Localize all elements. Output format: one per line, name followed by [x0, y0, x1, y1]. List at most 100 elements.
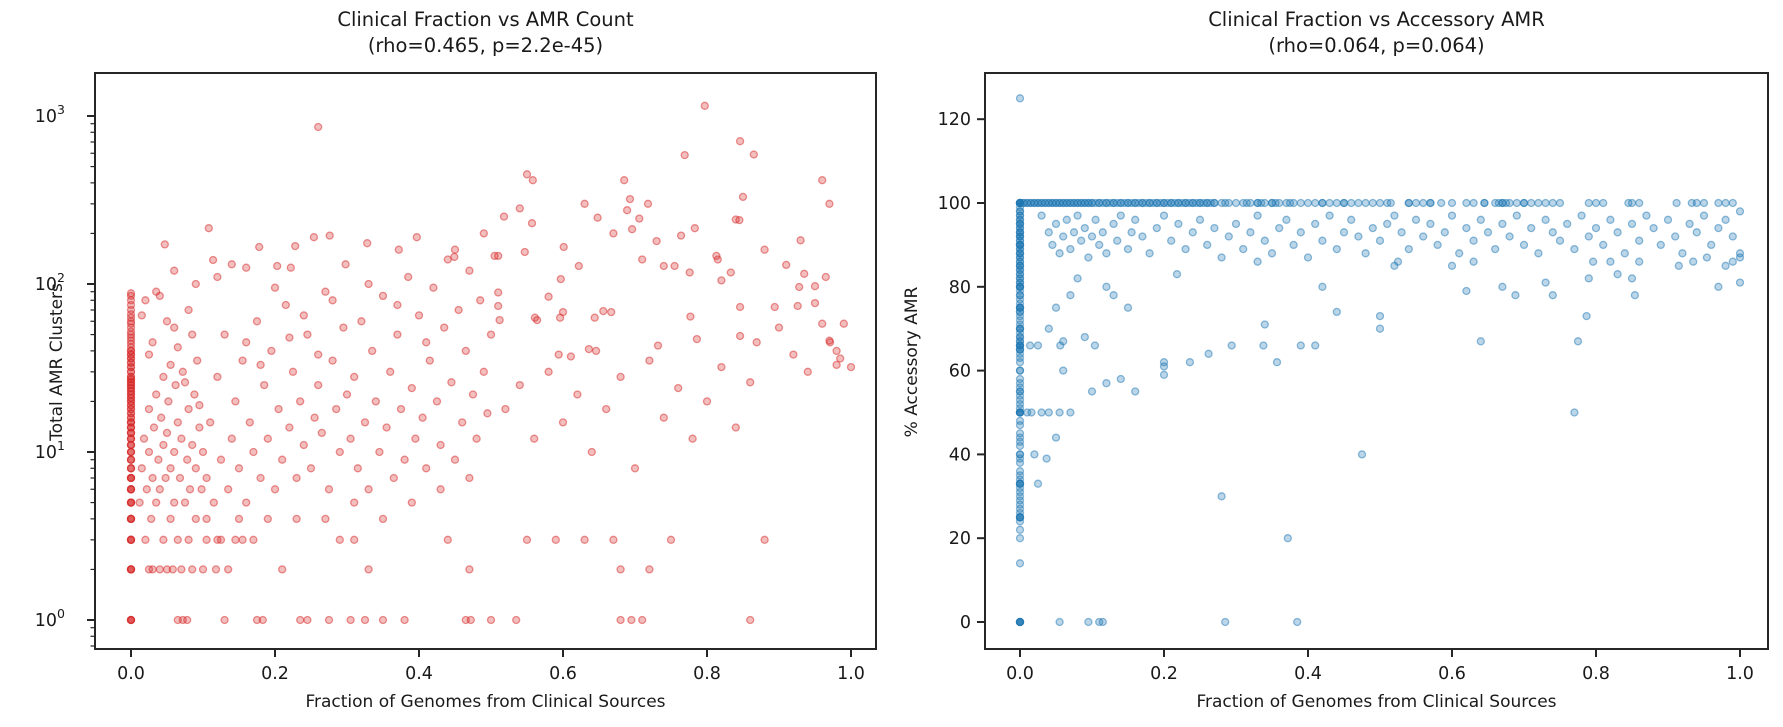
right-plot-points: [1015, 94, 1745, 627]
data-point: [476, 296, 485, 305]
data-point: [645, 565, 654, 574]
data-point: [299, 311, 308, 320]
data-point: [411, 434, 420, 443]
data-point: [285, 423, 294, 432]
data-point: [144, 350, 154, 359]
axes-frames: [94, 72, 1769, 650]
data-point: [454, 305, 463, 315]
data-point: [141, 296, 150, 305]
data-point: [1325, 198, 1334, 208]
data-point: [803, 367, 812, 376]
data-point: [436, 485, 445, 494]
data-point: [1084, 253, 1093, 262]
data-point: [717, 362, 726, 372]
data-point: [1505, 198, 1514, 208]
data-point: [393, 300, 402, 310]
data-point: [1447, 261, 1457, 270]
y-tick-label: 100: [938, 194, 971, 214]
data-point: [1584, 232, 1593, 241]
right-x-axis-label: Fraction of Genomes from Clinical Source…: [1196, 692, 1557, 712]
data-point: [1253, 211, 1262, 220]
data-point: [332, 404, 341, 414]
data-point: [306, 464, 316, 473]
data-point: [1296, 198, 1305, 208]
data-point: [1721, 215, 1730, 224]
data-point: [170, 323, 179, 332]
x-tick-label: 0.4: [405, 664, 433, 684]
data-point: [209, 498, 218, 507]
data-point: [1159, 211, 1169, 220]
data-point: [461, 346, 470, 356]
data-point: [309, 233, 319, 242]
data-point: [141, 535, 150, 544]
data-point: [198, 565, 208, 574]
data-point: [1062, 215, 1071, 224]
data-point: [1433, 240, 1442, 250]
data-point: [1282, 215, 1291, 224]
data-point: [1051, 433, 1061, 442]
data-point: [234, 514, 244, 524]
data-point: [173, 418, 182, 427]
data-point: [1259, 341, 1268, 350]
data-point: [242, 498, 251, 507]
data-point: [674, 383, 683, 393]
data-point: [593, 213, 602, 222]
data-point: [584, 344, 594, 354]
data-point: [335, 447, 344, 457]
data-point: [339, 323, 348, 332]
data-point: [846, 362, 856, 372]
left-plot-title: Clinical Fraction vs AMR Count (rho=0.46…: [95, 7, 876, 59]
data-point: [1221, 617, 1230, 627]
data-point: [1728, 198, 1737, 208]
data-point: [414, 311, 424, 320]
data-point: [440, 323, 449, 332]
data-point: [161, 473, 170, 483]
data-point: [1059, 232, 1068, 241]
data-point: [267, 346, 276, 356]
data-point: [418, 413, 427, 422]
data-point: [810, 282, 820, 291]
data-point: [700, 101, 709, 110]
data-point: [1260, 320, 1269, 329]
data-point: [126, 473, 136, 483]
data-point: [162, 317, 172, 326]
data-point: [256, 473, 265, 483]
data-point: [1289, 198, 1298, 208]
data-point: [1044, 408, 1053, 417]
data-point: [832, 360, 841, 370]
data-point: [1231, 198, 1241, 208]
data-point: [609, 229, 618, 238]
data-point: [346, 434, 355, 443]
data-point: [587, 447, 596, 457]
data-point: [528, 176, 537, 185]
data-point: [1087, 232, 1097, 241]
data-point: [685, 268, 694, 277]
data-point: [450, 252, 459, 262]
data-point: [170, 498, 179, 507]
data-point: [224, 485, 233, 494]
data-point: [609, 535, 618, 544]
data-point: [220, 615, 229, 625]
data-point: [499, 212, 509, 221]
data-point: [1174, 219, 1183, 229]
left-plot-title-line1: Clinical Fraction vs AMR Count: [337, 8, 634, 31]
data-point: [635, 214, 644, 223]
data-point: [177, 434, 186, 443]
data-point: [188, 330, 197, 339]
x-tick-label: 0.0: [1006, 664, 1034, 684]
data-point: [1476, 337, 1485, 346]
data-point: [363, 239, 372, 248]
data-point: [1102, 249, 1111, 258]
y-tick-label: 40: [949, 445, 971, 465]
data-point: [1541, 215, 1550, 224]
data-point: [360, 615, 370, 625]
data-point: [178, 367, 187, 376]
data-point: [1519, 198, 1529, 208]
data-point: [738, 192, 748, 202]
data-point: [1404, 244, 1413, 254]
data-point: [317, 428, 326, 438]
data-point: [328, 356, 337, 365]
data-point: [245, 418, 254, 427]
data-point: [749, 150, 758, 159]
